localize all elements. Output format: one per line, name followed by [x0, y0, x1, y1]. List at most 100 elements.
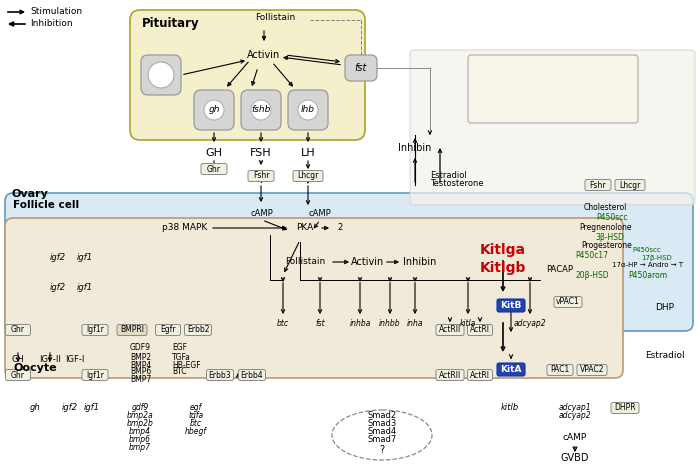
Text: VPAC2: VPAC2	[580, 365, 604, 375]
Text: Kitlgb: Kitlgb	[480, 261, 526, 275]
Text: Smad4: Smad4	[368, 426, 397, 436]
Text: 2: 2	[337, 224, 342, 233]
Text: Pituitary: Pituitary	[142, 18, 200, 30]
Text: PKA: PKA	[296, 224, 314, 233]
Text: Inhibition: Inhibition	[30, 20, 73, 28]
Text: ActRII: ActRII	[439, 370, 461, 379]
FancyBboxPatch shape	[436, 324, 464, 336]
Text: Estradiol: Estradiol	[430, 171, 467, 179]
Text: PAC1: PAC1	[550, 365, 570, 375]
Text: Igf1r: Igf1r	[86, 325, 104, 335]
FancyBboxPatch shape	[611, 403, 639, 413]
Text: fst: fst	[355, 63, 368, 73]
FancyBboxPatch shape	[241, 90, 281, 130]
Text: Progesterone: Progesterone	[582, 241, 632, 251]
FancyBboxPatch shape	[288, 90, 328, 130]
Text: P450c17: P450c17	[575, 252, 608, 260]
Text: BMP6: BMP6	[130, 368, 151, 377]
FancyBboxPatch shape	[577, 364, 607, 376]
Circle shape	[204, 100, 224, 120]
Text: KitA: KitA	[500, 364, 522, 374]
Text: TGFa: TGFa	[172, 352, 191, 362]
Text: Testosterone: Testosterone	[430, 178, 484, 187]
FancyBboxPatch shape	[468, 55, 638, 123]
Text: Estradiol: Estradiol	[645, 350, 685, 359]
Text: HB-EGF: HB-EGF	[172, 361, 201, 370]
Text: BMPRI: BMPRI	[120, 325, 144, 335]
FancyBboxPatch shape	[547, 364, 573, 376]
Text: igf2: igf2	[50, 283, 66, 293]
Text: Stimulation: Stimulation	[30, 7, 82, 16]
FancyBboxPatch shape	[5, 218, 623, 378]
Text: fshb: fshb	[251, 105, 271, 115]
Text: Follicle cell: Follicle cell	[13, 200, 79, 210]
Text: bmp2a: bmp2a	[127, 411, 153, 420]
Text: Ghr: Ghr	[207, 164, 221, 173]
FancyBboxPatch shape	[6, 370, 31, 381]
FancyBboxPatch shape	[410, 50, 695, 205]
Text: Smad2: Smad2	[368, 411, 397, 419]
Text: Ghr: Ghr	[11, 370, 25, 379]
Text: gh: gh	[29, 404, 41, 412]
Text: Follistain: Follistain	[255, 14, 295, 22]
Text: inhba: inhba	[349, 318, 371, 328]
FancyBboxPatch shape	[82, 370, 108, 381]
Circle shape	[251, 100, 271, 120]
Text: Smad3: Smad3	[368, 418, 397, 427]
FancyBboxPatch shape	[554, 296, 582, 308]
Text: ActRII: ActRII	[439, 325, 461, 335]
Text: GVBD: GVBD	[561, 453, 589, 463]
FancyBboxPatch shape	[201, 164, 227, 174]
Text: vPAC1: vPAC1	[556, 297, 580, 307]
Text: GDF9: GDF9	[130, 343, 151, 352]
FancyBboxPatch shape	[239, 370, 265, 381]
Text: Kitlga: Kitlga	[480, 243, 526, 257]
Text: adcyap1: adcyap1	[559, 404, 592, 412]
FancyBboxPatch shape	[6, 324, 31, 336]
Text: P450scc: P450scc	[596, 213, 628, 222]
FancyBboxPatch shape	[497, 299, 525, 312]
Text: 17β-HSD: 17β-HSD	[642, 255, 673, 261]
FancyBboxPatch shape	[155, 324, 181, 336]
Text: inha: inha	[407, 318, 424, 328]
Text: Lhcgr: Lhcgr	[298, 171, 318, 180]
Text: bmp7: bmp7	[129, 444, 151, 452]
Text: bmp6: bmp6	[129, 436, 151, 445]
Text: Inhibin: Inhibin	[403, 257, 437, 267]
Text: 17α-HP → Andro → T: 17α-HP → Andro → T	[612, 262, 684, 268]
Text: inhbb: inhbb	[379, 318, 401, 328]
FancyBboxPatch shape	[117, 324, 147, 336]
Text: P450arom: P450arom	[629, 272, 668, 281]
Text: kitlb: kitlb	[501, 404, 519, 412]
Text: btc: btc	[190, 419, 202, 429]
Text: Pregnenolone: Pregnenolone	[579, 224, 631, 233]
Text: 3β-HSD: 3β-HSD	[596, 233, 624, 241]
Text: Ovary: Ovary	[12, 189, 49, 199]
FancyBboxPatch shape	[185, 324, 211, 336]
FancyBboxPatch shape	[248, 171, 274, 181]
Text: Fshr: Fshr	[253, 171, 270, 180]
Text: cAMP: cAMP	[309, 208, 331, 218]
Text: 20β-HSD: 20β-HSD	[575, 272, 609, 281]
Text: FSH: FSH	[250, 148, 272, 158]
Text: DHP: DHP	[655, 303, 675, 313]
Text: Follistain: Follistain	[285, 258, 325, 267]
Text: Fshr: Fshr	[589, 180, 606, 190]
Text: Erbb4: Erbb4	[241, 370, 263, 379]
Text: bmp2b: bmp2b	[127, 419, 153, 429]
Text: tgfa: tgfa	[188, 411, 204, 420]
Text: LH: LH	[301, 148, 315, 158]
Text: EGF: EGF	[172, 343, 187, 352]
FancyBboxPatch shape	[293, 171, 323, 181]
Text: Activin: Activin	[247, 50, 281, 60]
FancyBboxPatch shape	[468, 370, 493, 381]
Text: BMP4: BMP4	[130, 361, 151, 370]
Text: BMP2: BMP2	[130, 352, 151, 362]
Text: cAMP: cAMP	[251, 208, 274, 218]
Text: gdf9: gdf9	[132, 404, 148, 412]
Text: GH: GH	[206, 148, 223, 158]
FancyBboxPatch shape	[5, 193, 693, 331]
FancyBboxPatch shape	[82, 324, 108, 336]
Circle shape	[148, 62, 174, 88]
Text: adcyap2: adcyap2	[514, 318, 546, 328]
